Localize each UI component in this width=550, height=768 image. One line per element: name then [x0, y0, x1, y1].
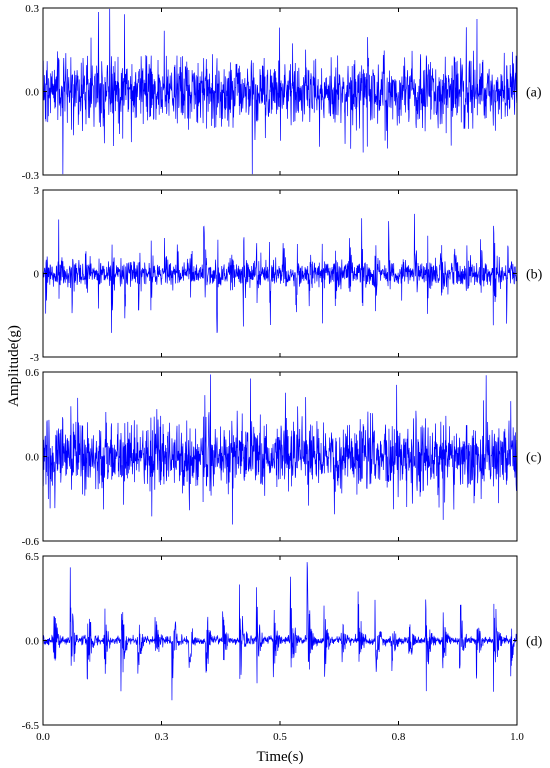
- y-tick-label: -0.3: [22, 170, 40, 182]
- panel-b: 3 0 -3 (b): [30, 185, 543, 364]
- y-tick-label: 0.0: [25, 452, 39, 464]
- signal-line-a: [43, 8, 517, 175]
- y-axis-title: Amplitude(g): [6, 325, 22, 407]
- x-axis-title: Time(s): [257, 749, 304, 765]
- y-tick-label: 0.0: [25, 636, 39, 648]
- y-tick-label: -6.5: [22, 720, 40, 732]
- y-tick-label: 3: [34, 185, 40, 197]
- x-tick-label: 0.3: [155, 731, 169, 743]
- x-tick-label: 0.5: [273, 731, 287, 743]
- panel-label: (c): [526, 451, 542, 466]
- y-tick-label: 0.0: [25, 87, 39, 99]
- x-tick-label: 1.0: [510, 731, 524, 743]
- x-tick-label: 0.8: [392, 731, 406, 743]
- x-tick-label: 0.0: [36, 731, 50, 743]
- panel-d: 6.5 0.0 -6.5 (d): [22, 551, 543, 732]
- panel-label: (a): [526, 86, 542, 101]
- panel-a: 0.3 0.0 -0.3 (a): [22, 3, 542, 182]
- panel-label: (b): [526, 268, 543, 283]
- y-tick-label: -3: [30, 352, 40, 364]
- signal-line-b: [43, 213, 517, 333]
- signal-line-c: [43, 374, 517, 525]
- panel-c: 0.6 0.0 -0.6 (c): [22, 367, 542, 548]
- y-tick-label: 0.3: [25, 3, 39, 15]
- panel-label: (d): [526, 635, 543, 650]
- y-tick-label: 0.6: [25, 367, 39, 379]
- y-tick-label: 0: [34, 269, 40, 281]
- signal-line-d: [43, 562, 517, 701]
- y-tick-label: -0.6: [22, 536, 40, 548]
- y-tick-label: 6.5: [25, 551, 39, 563]
